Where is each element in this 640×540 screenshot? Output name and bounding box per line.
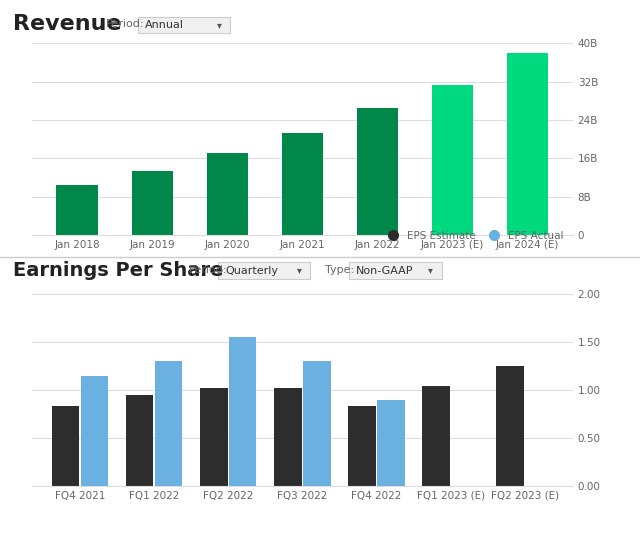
Bar: [348, 407, 376, 486]
Text: Type:: Type:: [325, 265, 355, 275]
Bar: [229, 338, 257, 486]
Bar: [303, 361, 330, 486]
Bar: [357, 108, 398, 235]
Bar: [275, 388, 301, 486]
Bar: [200, 388, 228, 486]
Text: ▾: ▾: [428, 266, 433, 275]
Bar: [132, 171, 173, 235]
Bar: [432, 85, 473, 235]
Bar: [126, 395, 154, 486]
Text: Non-GAAP: Non-GAAP: [356, 266, 413, 275]
Bar: [377, 400, 404, 486]
Bar: [56, 185, 98, 235]
Text: Period:: Period:: [189, 265, 227, 275]
Bar: [155, 361, 182, 486]
Text: Period:: Period:: [106, 19, 144, 29]
Text: Annual: Annual: [145, 21, 184, 30]
Bar: [52, 407, 79, 486]
Bar: [282, 133, 323, 235]
Bar: [497, 366, 524, 486]
Bar: [422, 386, 450, 486]
Bar: [207, 153, 248, 235]
Text: Revenue: Revenue: [13, 14, 122, 35]
Text: ▾: ▾: [217, 21, 221, 30]
Text: Quarterly: Quarterly: [225, 266, 278, 275]
Bar: [507, 53, 548, 235]
Legend: EPS Estimate, EPS Actual: EPS Estimate, EPS Actual: [379, 227, 568, 245]
Text: Earnings Per Share: Earnings Per Share: [13, 260, 223, 280]
Bar: [81, 376, 108, 486]
Text: ▾: ▾: [297, 266, 301, 275]
